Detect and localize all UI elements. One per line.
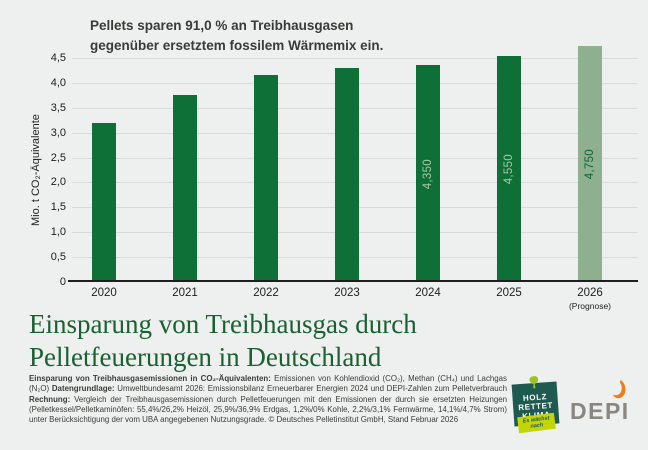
footnote-label-datengrundlage: Datengrundlage: [51, 384, 115, 394]
x-axis-label-2023: 2023 [334, 287, 360, 299]
footnote-text-emissionen: Emissionen von Kohlendioxid (CO₂), Metha… [29, 374, 507, 394]
x-axis-label-2025: 2025 [496, 287, 522, 299]
bar-value-label: 4,750 [584, 148, 596, 179]
y-axis-tick-label: 2,0 [50, 176, 66, 189]
y-axis-tick-label: 2,5 [50, 151, 66, 164]
bar-2020 [92, 122, 116, 282]
y-axis-tick-label: 0 [59, 276, 66, 288]
x-axis-label-2024: 2024 [415, 287, 441, 299]
bar-2021 [173, 95, 197, 282]
x-axis-label-2020: 2020 [91, 287, 117, 299]
bar-2023 [335, 67, 359, 282]
plot-area: 0 0,5 1,0 1,5 2,0 2,5 3,0 3,5 4,0 4,5 4,350 4,550 4,… [51, 45, 638, 288]
chart-title: Pellets sparen 91,0 % an Treibhausgasen … [90, 16, 383, 56]
gridline [72, 58, 638, 59]
y-axis-tick-label: 3,0 [50, 126, 66, 139]
x-axis-label-2022: 2022 [253, 287, 279, 299]
footnote-text-datengrundlage: Umweltbundesamt 2026: Emissionsbilanz Er… [114, 384, 507, 394]
chart-title-line2: gegenüber ersetztem fossilem Wärmemix ei… [90, 38, 384, 53]
y-axis-tick-label: 0,5 [50, 251, 66, 264]
bar-value-label: 4,350 [422, 158, 434, 189]
x-axis-label-2021: 2021 [172, 287, 198, 299]
page-title: Einsparung von Treibhausgas durch Pellet… [29, 308, 417, 374]
y-axis-tick-label: 1,5 [50, 201, 66, 214]
x-axis-line [68, 280, 638, 282]
y-axis-tick-label: 3,5 [50, 101, 66, 114]
y-axis-tick-label: 4,5 [50, 52, 66, 64]
page-title-line2: Pelletfeuerungen in Deutschland [29, 342, 382, 372]
bar-2024: 4,350 [416, 65, 440, 282]
page-title-line1: Einsparung von Treibhausgas durch [29, 309, 417, 339]
y-axis-tick-label: 1,0 [50, 226, 66, 239]
footnote-label-einsparung: Einsparung von Treibhausgasemissionen in… [29, 374, 271, 383]
footnote-label-rechnung: Rechnung: [29, 394, 71, 404]
bar-2025: 4,550 [497, 55, 521, 282]
holz-logo-square: HOLZ RETTET KLIMA [511, 376, 560, 427]
footnote: Einsparung von Treibhausgasemissionen in… [29, 374, 507, 425]
y-axis-tick-label: 4,0 [50, 76, 66, 89]
holz-banner-line2: nach [530, 422, 544, 430]
bar-2026: 4,750 [578, 45, 602, 282]
chart-title-line1: Pellets sparen 91,0 % an Treibhausgasen [90, 18, 354, 33]
holz-rettet-klima-logo: HOLZ RETTET KLIMA Es wächst nach [511, 376, 569, 441]
x-axis-note: (Prognose) [568, 301, 612, 311]
flame-icon [613, 380, 626, 399]
depi-logo: DEPI [570, 380, 640, 425]
footnote-text-rechnung: Vergleich der Treibhausgasemissionen dur… [29, 394, 507, 425]
bar-value-label: 4,550 [503, 153, 515, 184]
x-axis-label-2026: 2026 [577, 287, 603, 299]
tree-icon [529, 376, 539, 389]
y-axis-title: Mio. t CO₂-Äquivalente [30, 114, 42, 226]
bar-2022 [254, 75, 278, 282]
depi-logo-text: DEPI [570, 398, 630, 424]
holz-logo-banner: Es wächst nach [517, 412, 556, 434]
